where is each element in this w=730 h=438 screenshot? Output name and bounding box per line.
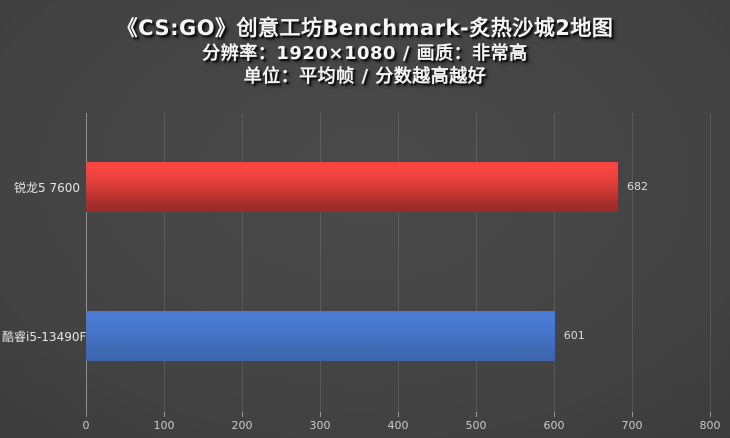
- x-axis-tick-label: 200: [231, 419, 253, 432]
- chart-subtitle-unit: 单位：平均帧 / 分数越高越好: [243, 66, 487, 87]
- gridline: [710, 113, 711, 412]
- y-axis-line: [86, 113, 87, 412]
- x-axis-tick-label: 600: [543, 419, 565, 432]
- x-axis-tick: [86, 412, 87, 417]
- value-label: 601: [563, 328, 585, 342]
- category-label: 酷睿i5-13490F: [2, 329, 87, 344]
- x-axis-tick: [164, 412, 165, 417]
- chart-title: 《CS:GO》创意工坊Benchmark-炙热沙城2地图: [116, 16, 614, 40]
- gridline: [476, 113, 477, 412]
- x-axis-tick: [710, 412, 711, 417]
- x-axis-tick: [554, 412, 555, 417]
- bar: [86, 310, 555, 361]
- gridline: [632, 113, 633, 412]
- chart-title-block: 《CS:GO》创意工坊Benchmark-炙热沙城2地图 分辨率：1920×10…: [0, 14, 730, 88]
- gridline: [164, 113, 165, 412]
- x-axis-tick-label: 700: [621, 419, 643, 432]
- x-axis-tick: [398, 412, 399, 417]
- x-axis-tick-label: 500: [465, 419, 487, 432]
- category-label: 锐龙5 7600: [14, 181, 80, 196]
- gridline: [554, 113, 555, 412]
- gridline: [320, 113, 321, 412]
- gridline: [242, 113, 243, 412]
- x-axis-tick-label: 400: [387, 419, 409, 432]
- x-axis-tick-label: 0: [82, 419, 90, 432]
- x-axis-tick-label: 100: [153, 419, 175, 432]
- bar: [86, 162, 618, 213]
- x-axis-tick: [476, 412, 477, 417]
- gridline: [398, 113, 399, 412]
- x-axis-tick: [632, 412, 633, 417]
- x-axis-tick-label: 800: [699, 419, 721, 432]
- x-axis-tick: [320, 412, 321, 417]
- x-axis-tick-label: 300: [309, 419, 331, 432]
- chart-subtitle-resolution: 分辨率：1920×1080 / 画质：非常高: [202, 43, 528, 64]
- x-axis-tick: [242, 412, 243, 417]
- value-label: 682: [626, 180, 648, 194]
